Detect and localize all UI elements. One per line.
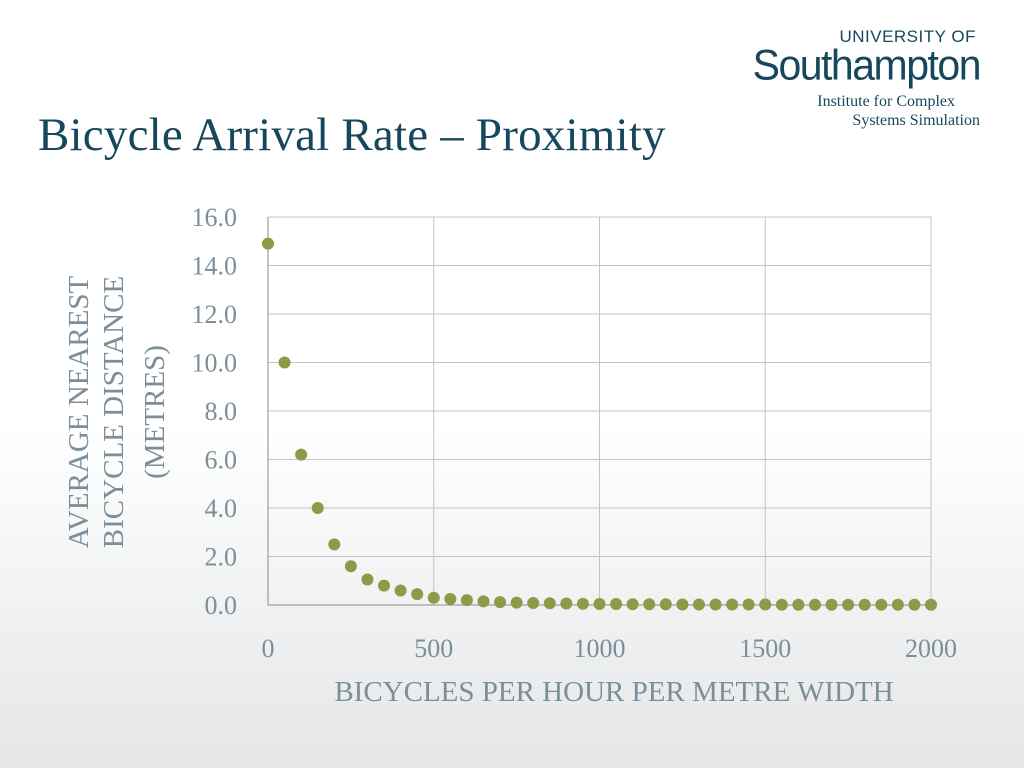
- data-point: [808, 598, 821, 611]
- data-point: [925, 598, 937, 611]
- data-point: [477, 595, 490, 608]
- data-point: [726, 598, 739, 611]
- data-point: [891, 598, 904, 611]
- y-tick-label: 2.0: [205, 543, 238, 572]
- data-point: [427, 591, 440, 604]
- x-tick-label: 2000: [905, 634, 957, 663]
- x-tick-label: 1000: [574, 634, 626, 663]
- data-point: [792, 598, 805, 611]
- y-tick-label: 8.0: [205, 397, 238, 426]
- y-tick-label: 14.0: [192, 252, 238, 281]
- y-tick-label: 12.0: [192, 300, 238, 329]
- data-point: [460, 594, 473, 607]
- data-point: [527, 597, 540, 610]
- data-point: [378, 579, 391, 592]
- data-point: [278, 356, 291, 369]
- data-point: [560, 597, 573, 610]
- data-point: [576, 597, 589, 610]
- data-point: [328, 538, 341, 551]
- data-point: [759, 598, 772, 611]
- x-axis-label: BICYCLES PER HOUR PER METRE WIDTH: [334, 676, 893, 708]
- data-point: [394, 584, 407, 597]
- data-point: [709, 598, 722, 611]
- data-point: [311, 502, 324, 514]
- data-point: [344, 560, 357, 573]
- data-point: [411, 588, 424, 601]
- data-point: [295, 448, 308, 461]
- data-point: [262, 237, 274, 250]
- data-point: [676, 598, 689, 611]
- x-tick-label: 500: [414, 634, 453, 663]
- data-point: [842, 598, 855, 611]
- data-point: [610, 598, 623, 611]
- institute-line-2: Systems Simulation: [852, 112, 980, 129]
- y-tick-labels: 0.0 2.0 4.0 6.0 8.0 10.0 12.0 14.0 16.0: [192, 203, 238, 620]
- y-tick-label: 4.0: [205, 494, 238, 523]
- data-point: [626, 598, 639, 611]
- x-tick-label: 0: [262, 634, 275, 663]
- y-tick-label: 10.0: [192, 349, 238, 378]
- y-axis-label-line: BICYCLE DISTANCE: [98, 276, 130, 548]
- data-point: [858, 598, 871, 611]
- x-tick-label: 1500: [739, 634, 791, 663]
- slide-title: Bicycle Arrival Rate – Proximity: [38, 109, 666, 161]
- data-point: [643, 598, 656, 611]
- data-point: [908, 598, 921, 611]
- data-point: [510, 596, 523, 609]
- institute-name: Institute for Complex Systems Simulation: [753, 92, 980, 130]
- data-point: [742, 598, 755, 611]
- data-point: [659, 598, 672, 611]
- y-tick-label: 6.0: [205, 446, 238, 475]
- data-point: [593, 598, 606, 611]
- logo-southampton: Southampton: [752, 40, 982, 90]
- data-point: [875, 598, 888, 611]
- y-tick-label: 16.0: [192, 203, 238, 232]
- logo-university-of: UNIVERSITY OF: [839, 27, 976, 46]
- data-point: [444, 592, 457, 605]
- university-logo: UNIVERSITY OF Southampton Institute for …: [752, 27, 982, 130]
- y-axis-label: AVERAGE NEAREST BICYCLE DISTANCE (METRES): [63, 275, 171, 548]
- x-tick-labels: 0 500 1000 1500 2000: [262, 634, 958, 663]
- data-point: [494, 596, 507, 609]
- data-point: [361, 573, 374, 586]
- data-point: [825, 598, 838, 611]
- institute-line-1: Institute for Complex: [817, 93, 955, 110]
- data-point: [775, 598, 788, 611]
- chart-grid: [268, 216, 932, 605]
- y-tick-label: 0.0: [205, 591, 238, 620]
- data-points: [262, 237, 937, 611]
- y-axis-label-line: (METRES): [139, 345, 171, 479]
- data-point: [692, 598, 705, 611]
- y-axis-label-line: AVERAGE NEAREST: [63, 275, 95, 548]
- data-point: [543, 597, 556, 610]
